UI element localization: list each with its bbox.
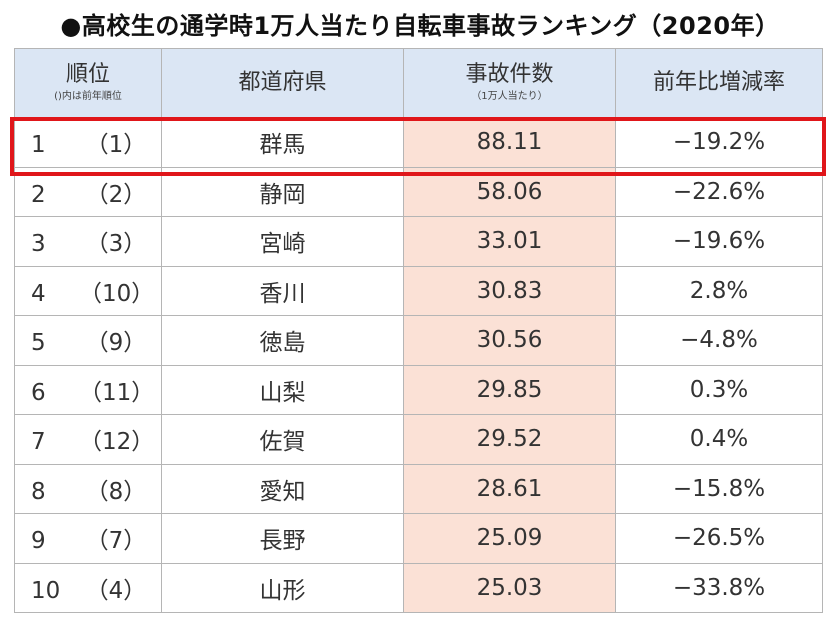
table-row: 5 （9） 徳島 30.56 −4.8%: [14, 315, 823, 366]
previous-rank: （11）: [79, 379, 155, 406]
rank-cell: 3 （3）: [14, 216, 162, 267]
current-rank: 2: [31, 181, 46, 208]
table-row: 4 （10） 香川 30.83 2.8%: [14, 265, 823, 316]
prefecture-cell: 徳島: [161, 315, 404, 366]
rank-cell: 10 （4）: [14, 562, 162, 613]
prefecture-cell: 長野: [161, 513, 404, 564]
header-rank-note: ()内は前年順位: [54, 91, 122, 102]
previous-rank: （8）: [85, 478, 147, 505]
prefecture-cell: 群馬: [161, 117, 404, 168]
rank-cell: 2 （2）: [14, 166, 162, 217]
change-rate-cell: −33.8%: [615, 562, 823, 613]
prefecture-cell: 佐賀: [161, 414, 404, 465]
current-rank: 8: [31, 478, 46, 505]
header-count: 事故件数 （1万人当たり）: [403, 48, 616, 118]
previous-rank: （12）: [79, 429, 155, 456]
accident-count-cell: 29.52: [403, 414, 616, 465]
header-prefecture-label: 都道府県: [238, 70, 327, 95]
ranking-table-wrapper: 順位 ()内は前年順位 都道府県 事故件数 （1万人当たり） 前年比増減率 1 （…: [10, 48, 826, 616]
current-rank: 3: [31, 231, 46, 258]
current-rank: 5: [31, 330, 46, 357]
accident-count-cell: 33.01: [403, 216, 616, 267]
change-rate-cell: −26.5%: [615, 513, 823, 564]
change-rate-cell: −22.6%: [615, 166, 823, 217]
prefecture-cell: 香川: [161, 265, 404, 316]
current-rank: 10: [31, 577, 61, 604]
chart-title: ●高校生の通学時1万人当たり自転車事故ランキング（2020年）: [60, 12, 780, 40]
current-rank: 6: [31, 379, 46, 406]
rank-cell: 9 （7）: [14, 513, 162, 564]
previous-rank: （10）: [79, 280, 155, 307]
current-rank: 1: [31, 132, 46, 159]
table-row: 6 （11） 山梨 29.85 0.3%: [14, 364, 823, 415]
rank-cell: 1 （1）: [14, 117, 162, 168]
ranking-table: 順位 ()内は前年順位 都道府県 事故件数 （1万人当たり） 前年比増減率 1 （…: [14, 48, 823, 613]
table-row: 9 （7） 長野 25.09 −26.5%: [14, 513, 823, 564]
rank-cell: 6 （11）: [14, 364, 162, 415]
header-rank-label: 順位: [65, 62, 110, 87]
table-row: 8 （8） 愛知 28.61 −15.8%: [14, 463, 823, 514]
prefecture-cell: 山形: [161, 562, 404, 613]
prefecture-cell: 愛知: [161, 463, 404, 514]
previous-rank: （3）: [85, 231, 147, 258]
previous-rank: （1）: [85, 132, 147, 159]
change-rate-cell: −19.2%: [615, 117, 823, 168]
accident-count-cell: 30.83: [403, 265, 616, 316]
accident-count-cell: 88.11: [403, 117, 616, 168]
table-row: 7 （12） 佐賀 29.52 0.4%: [14, 414, 823, 465]
accident-count-cell: 30.56: [403, 315, 616, 366]
accident-count-cell: 58.06: [403, 166, 616, 217]
change-rate-cell: −15.8%: [615, 463, 823, 514]
header-count-note: （1万人当たり）: [471, 91, 548, 102]
header-prefecture: 都道府県: [161, 48, 404, 118]
table-row: 2 （2） 静岡 58.06 −22.6%: [14, 166, 823, 217]
change-rate-cell: −4.8%: [615, 315, 823, 366]
rank-cell: 7 （12）: [14, 414, 162, 465]
previous-rank: （7）: [85, 528, 147, 555]
previous-rank: （4）: [85, 577, 147, 604]
prefecture-cell: 宮崎: [161, 216, 404, 267]
table-row: 1 （1） 群馬 88.11 −19.2%: [14, 117, 823, 168]
prefecture-cell: 山梨: [161, 364, 404, 415]
accident-count-cell: 29.85: [403, 364, 616, 415]
table-row: 3 （3） 宮崎 33.01 −19.6%: [14, 216, 823, 267]
header-change-label: 前年比増減率: [652, 70, 785, 95]
table-row: 10 （4） 山形 25.03 −33.8%: [14, 562, 823, 613]
prefecture-cell: 静岡: [161, 166, 404, 217]
header-row: 順位 ()内は前年順位 都道府県 事故件数 （1万人当たり） 前年比増減率: [14, 48, 823, 118]
previous-rank: （9）: [85, 330, 147, 357]
current-rank: 9: [31, 528, 46, 555]
previous-rank: （2）: [85, 181, 147, 208]
table-body: 1 （1） 群馬 88.11 −19.2% 2 （2） 静岡 58.06 −22.6% 3 （3） 宮崎…: [14, 117, 823, 613]
change-rate-cell: 0.3%: [615, 364, 823, 415]
current-rank: 4: [31, 280, 46, 307]
header-rank: 順位 ()内は前年順位: [14, 48, 162, 118]
header-change: 前年比増減率: [615, 48, 823, 118]
change-rate-cell: 2.8%: [615, 265, 823, 316]
rank-cell: 4 （10）: [14, 265, 162, 316]
accident-count-cell: 28.61: [403, 463, 616, 514]
change-rate-cell: −19.6%: [615, 216, 823, 267]
rank-cell: 5 （9）: [14, 315, 162, 366]
accident-count-cell: 25.09: [403, 513, 616, 564]
accident-count-cell: 25.03: [403, 562, 616, 613]
rank-cell: 8 （8）: [14, 463, 162, 514]
current-rank: 7: [31, 429, 46, 456]
header-count-label: 事故件数: [465, 62, 554, 87]
change-rate-cell: 0.4%: [615, 414, 823, 465]
